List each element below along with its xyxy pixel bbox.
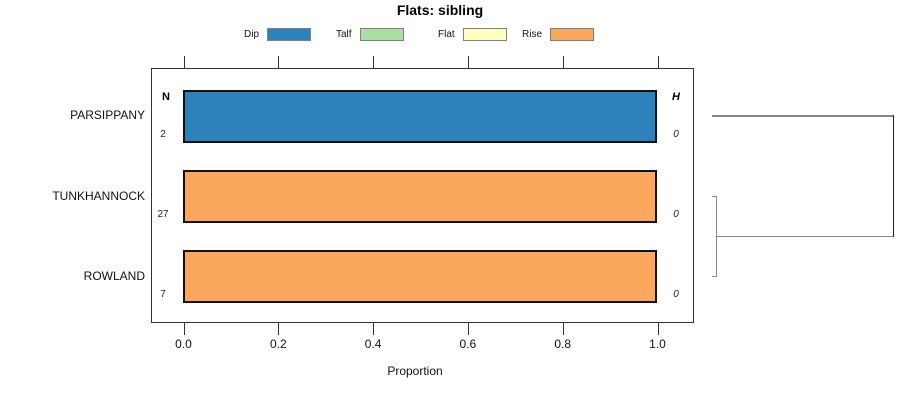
legend-item-talf: Talf (336, 27, 404, 42)
h-value: 0 (673, 289, 679, 300)
x-tick-label: 0.2 (269, 337, 287, 351)
bar-segment-dip (185, 91, 655, 141)
category-label-rowland: ROWLAND (83, 268, 145, 283)
legend-swatch-flat (462, 28, 507, 41)
legend-swatch-rise (550, 28, 595, 41)
h-value: 0 (673, 209, 679, 220)
x-tick-top (562, 56, 564, 68)
x-tick-bottom (467, 323, 469, 335)
n-value: 7 (160, 289, 166, 300)
h-column-header: H (672, 91, 680, 103)
dendrogram-segment (712, 275, 717, 278)
x-tick-top (278, 56, 280, 68)
legend-item-dip: Dip (244, 27, 312, 42)
dendrogram-segment (712, 195, 717, 198)
x-tick-bottom (278, 323, 280, 335)
x-tick-bottom (657, 323, 659, 335)
category-label-tunkhannock: TUNKHANNOCK (52, 188, 145, 203)
h-value: 0 (673, 128, 679, 140)
n-column-header: N (162, 91, 170, 103)
x-axis-label: Proportion (387, 364, 443, 378)
legend-swatch-talf (359, 28, 404, 41)
bar-segment-rise (185, 252, 655, 301)
x-tick-top (467, 56, 469, 68)
dendrogram-segment (715, 235, 894, 238)
x-tick-bottom (562, 323, 564, 335)
x-tick-label: 0.0 (175, 337, 192, 351)
legend-label: Flat (438, 29, 455, 40)
x-tick-top (373, 56, 375, 68)
legend-label: Talf (336, 29, 352, 40)
legend-swatch-dip (267, 28, 312, 41)
bar-parsippany (183, 89, 657, 143)
x-tick-label: 0.8 (554, 337, 572, 351)
x-tick-bottom (183, 323, 185, 335)
category-label-parsippany: PARSIPPANY (70, 108, 145, 122)
x-tick-label: 0.4 (364, 337, 382, 351)
legend-label: Rise (522, 29, 543, 40)
legend-label: Dip (244, 29, 260, 40)
x-tick-label: 0.6 (459, 337, 477, 351)
dendrogram-segment (712, 115, 894, 117)
n-value: 27 (157, 209, 169, 220)
bar-tunkhannock (183, 170, 657, 223)
legend-item-rise: Rise (522, 27, 595, 42)
x-tick-top (657, 56, 659, 68)
x-tick-bottom (373, 323, 375, 335)
legend-item-flat: Flat (438, 27, 507, 42)
bar-rowland (183, 250, 657, 303)
x-tick-top (183, 56, 185, 68)
dendrogram-segment (892, 115, 894, 238)
n-value: 2 (160, 128, 166, 140)
bar-segment-rise (185, 172, 655, 221)
x-tick-label: 1.0 (649, 337, 666, 351)
chart-title: Flats: sibling (396, 2, 484, 18)
